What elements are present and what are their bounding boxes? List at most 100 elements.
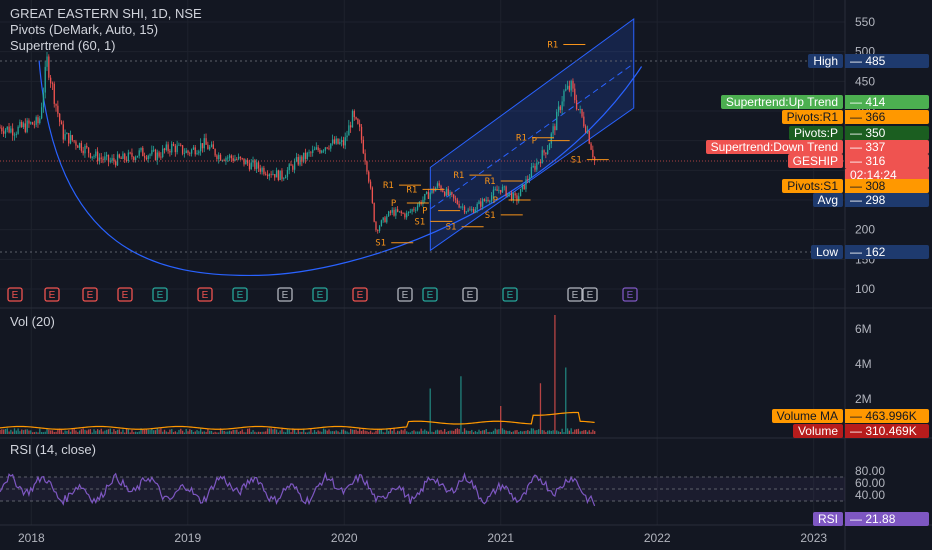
volume-bar	[353, 429, 355, 434]
volume-bar	[192, 432, 195, 434]
earnings-marker[interactable]	[422, 287, 438, 302]
volume-bar	[210, 430, 213, 434]
price-tick-450: 450	[855, 74, 875, 88]
volume-bar	[64, 430, 66, 434]
volume-indicator-label[interactable]: Vol (20)	[10, 314, 55, 329]
candle-body	[158, 152, 160, 157]
volume-ma-line	[0, 411, 595, 430]
earnings-marker[interactable]	[622, 287, 638, 302]
earnings-marker[interactable]	[502, 287, 518, 302]
candle-body	[35, 117, 37, 125]
candle-body	[66, 132, 68, 135]
earnings-marker-label: E	[507, 290, 514, 301]
candle-body	[460, 206, 462, 208]
candle-body	[559, 106, 561, 110]
volume-bar	[247, 428, 249, 434]
earnings-marker[interactable]	[232, 287, 248, 302]
volume-bar	[483, 430, 486, 434]
candle-body	[463, 206, 466, 213]
volume-bar	[304, 432, 307, 434]
earnings-marker[interactable]	[7, 287, 23, 302]
volume-bar	[68, 430, 70, 434]
volume-bar	[268, 428, 271, 434]
time-tick-2023: 2023	[800, 531, 827, 545]
earnings-marker[interactable]	[44, 287, 60, 302]
candle-body	[196, 153, 198, 155]
volume-bar	[416, 431, 419, 434]
earnings-marker[interactable]	[197, 287, 213, 302]
volume-bar	[559, 431, 561, 434]
volume-bar	[467, 430, 469, 434]
candle-body	[350, 125, 352, 128]
candle-body	[322, 150, 325, 152]
candle-body	[136, 155, 139, 158]
candle-body	[485, 199, 487, 201]
volume-bar	[133, 432, 135, 434]
pivots-indicator-label[interactable]: Pivots (DeMark, Auto, 15)	[10, 22, 159, 37]
candle-body	[519, 188, 522, 197]
volume-bar	[386, 428, 388, 434]
volume-bar	[59, 428, 61, 434]
earnings-marker[interactable]	[152, 287, 168, 302]
candle-body	[409, 211, 411, 213]
volume-bar	[516, 430, 518, 434]
volume-bar	[259, 431, 261, 434]
candle-body	[209, 146, 211, 150]
volume-bar	[17, 428, 19, 434]
candle-body	[28, 120, 30, 124]
volume-bar	[588, 430, 590, 434]
volume-bar	[440, 429, 442, 434]
volume-bar	[109, 428, 111, 434]
earnings-marker[interactable]	[352, 287, 368, 302]
rsi-band	[0, 476, 845, 502]
volume-bar	[538, 429, 540, 434]
earnings-marker[interactable]	[397, 287, 413, 302]
candle-body	[190, 149, 193, 154]
candle-body	[239, 156, 242, 159]
rsi-indicator-label[interactable]: RSI (14, close)	[10, 442, 96, 457]
earnings-marker[interactable]	[312, 287, 328, 302]
candle-body	[579, 109, 581, 110]
candle-body	[308, 152, 310, 154]
earnings-marker[interactable]	[117, 287, 133, 302]
volume-bar	[40, 432, 43, 434]
earnings-marker[interactable]	[567, 287, 583, 302]
candle-body	[223, 160, 225, 162]
volume-bar	[519, 430, 522, 434]
volume-bar	[37, 432, 39, 434]
candle-body	[313, 149, 316, 151]
volume-bar	[377, 429, 379, 434]
earnings-marker[interactable]	[462, 287, 478, 302]
volume-bar	[1, 429, 3, 434]
volume-bar	[270, 428, 272, 434]
candle-body	[6, 126, 8, 130]
candle-body	[77, 145, 79, 148]
candle-body	[266, 174, 269, 177]
earnings-marker-label: E	[402, 290, 409, 301]
volume-bar	[335, 430, 337, 434]
earnings-marker[interactable]	[82, 287, 98, 302]
candle-body	[106, 154, 108, 157]
volume-bar	[124, 432, 126, 434]
earnings-marker[interactable]	[277, 287, 293, 302]
volume-bar	[77, 432, 79, 434]
volume-bar	[142, 429, 144, 434]
candle-body	[340, 140, 343, 142]
candle-body	[218, 154, 220, 160]
volume-bar	[122, 429, 124, 434]
candle-body	[328, 148, 330, 150]
volume-bar	[219, 428, 222, 434]
volume-bar	[96, 429, 99, 434]
earnings-marker[interactable]	[582, 287, 598, 302]
volume-bar	[429, 388, 431, 434]
earnings-marker-label: E	[202, 290, 209, 301]
candle-body	[592, 149, 594, 158]
volume-bar	[46, 429, 48, 434]
candle-body	[319, 149, 321, 153]
supertrend-indicator-label[interactable]: Supertrend (60, 1)	[10, 38, 116, 53]
candle-body	[301, 156, 303, 162]
volume-bar	[98, 430, 101, 434]
volume-bar	[532, 428, 534, 434]
